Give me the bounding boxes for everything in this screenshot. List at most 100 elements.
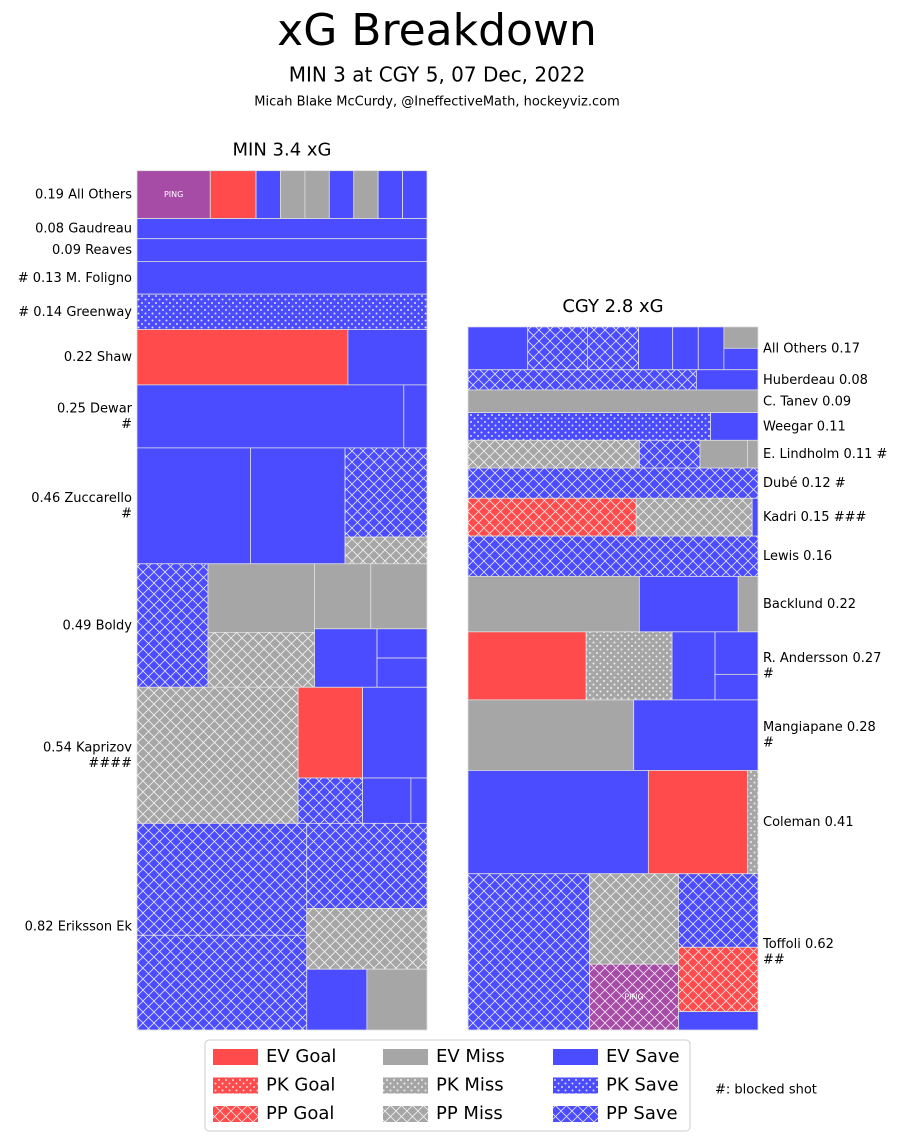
legend-swatch-hatch [553, 1106, 598, 1122]
legend-label: PP Goal [266, 1103, 334, 1124]
shot [306, 908, 428, 970]
player-xg: 0.62 [805, 936, 834, 951]
legend-swatch-hatch [383, 1077, 428, 1094]
legend-label: EV Miss [436, 1046, 505, 1067]
shot [747, 439, 759, 469]
player-xg: 0.12 [802, 476, 831, 491]
shot [467, 369, 697, 391]
shot [638, 439, 701, 469]
player-name: Backlund [763, 597, 823, 612]
shot [362, 777, 412, 824]
shot [136, 563, 209, 688]
player-label: C. Tanev 0.09 [763, 394, 851, 409]
shot [297, 777, 363, 824]
player-label: 0.46 Zuccarello [31, 490, 132, 505]
player-label: 0.25 Dewar [57, 401, 133, 416]
shot [136, 218, 428, 240]
chart-subtitle: MIN 3 at CGY 5, 07 Dec, 2022 [289, 63, 586, 87]
player-label: Huberdeau 0.08 [763, 372, 868, 387]
player-label: Backlund 0.22 [763, 597, 856, 612]
shot [344, 536, 428, 565]
chart-title: xG Breakdown [277, 5, 597, 56]
player-xg: 0.09 [822, 394, 851, 409]
player-label: Dubé 0.12 # [763, 476, 846, 491]
player-xg: 0.17 [831, 341, 860, 356]
player-label: All Others 0.17 [763, 341, 860, 356]
legend-swatch [553, 1049, 598, 1065]
shot [467, 770, 649, 875]
shot [136, 329, 349, 386]
panel-title: MIN 3.4 xG [233, 140, 332, 161]
player-label: 0.49 Boldy [62, 618, 132, 633]
player-name: M. Foligno [66, 270, 132, 285]
player-xg: 0.11 [843, 447, 872, 462]
legend-label: EV Save [606, 1046, 680, 1067]
shot [250, 447, 346, 565]
shot [697, 326, 725, 371]
player-name: All Others [68, 187, 132, 202]
shot [344, 447, 428, 538]
player-name: Shaw [97, 350, 132, 365]
shot [467, 439, 640, 469]
shot [589, 873, 679, 965]
player-name: Zuccarello [64, 490, 132, 505]
shot [647, 770, 748, 875]
player-name: Toffoli [762, 936, 801, 951]
shot [136, 934, 308, 1031]
shot [678, 873, 759, 948]
shot [306, 822, 428, 909]
blocked-mark: # [18, 304, 29, 319]
shot [209, 170, 257, 219]
shot [370, 563, 428, 630]
player-xg: 0.09 [52, 243, 81, 258]
player-label: 0.22 Shaw [64, 350, 133, 365]
player-label: 0.54 Kaprizov [43, 740, 132, 755]
blocked-mark: #### [88, 756, 132, 771]
legend-swatch-hatch [553, 1077, 598, 1094]
shot [136, 170, 211, 219]
shot [746, 770, 759, 875]
legend-label: EV Goal [266, 1046, 336, 1067]
shot [638, 326, 674, 371]
player-xg: 0.16 [803, 549, 832, 564]
shot [467, 535, 759, 577]
blocked-mark: # [835, 476, 846, 491]
player-xg: 0.08 [35, 221, 64, 236]
player-xg: 0.27 [852, 650, 881, 665]
shot [376, 628, 428, 659]
player-xg: 0.41 [825, 815, 854, 830]
legend-swatch [213, 1049, 258, 1065]
legend-label: PK Miss [436, 1075, 504, 1096]
player-name: Dewar [90, 401, 133, 416]
shot [136, 384, 405, 449]
player-xg: 0.25 [57, 401, 86, 416]
player-label: Toffoli 0.62 [762, 936, 834, 951]
blocked-mark: ## [763, 952, 785, 967]
player-label: 0.09 Reaves [52, 243, 132, 258]
player-name: Reaves [85, 243, 132, 258]
blocked-mark: # [121, 417, 132, 432]
shot [751, 497, 759, 537]
player-name: C. Tanev [763, 394, 818, 409]
shot [304, 170, 330, 219]
shot [136, 260, 428, 295]
shot [136, 293, 428, 330]
shot [207, 632, 315, 688]
legend-swatch-hatch [213, 1077, 258, 1094]
legend-note: #: blocked shot [715, 1083, 817, 1098]
player-xg: 0.49 [62, 618, 91, 633]
player-name: Greenway [66, 304, 132, 319]
shot [699, 439, 748, 469]
player-xg: 0.19 [35, 187, 64, 202]
player-xg: 0.11 [817, 419, 846, 434]
player-label: 0.19 All Others [35, 187, 132, 202]
shot [403, 384, 428, 449]
player-name: Boldy [96, 618, 133, 633]
player-name: Kaprizov [76, 740, 132, 755]
shot [467, 326, 529, 371]
shot [136, 686, 299, 824]
shot [467, 576, 640, 633]
shot [714, 673, 759, 701]
player-label: Coleman 0.41 [763, 815, 854, 830]
